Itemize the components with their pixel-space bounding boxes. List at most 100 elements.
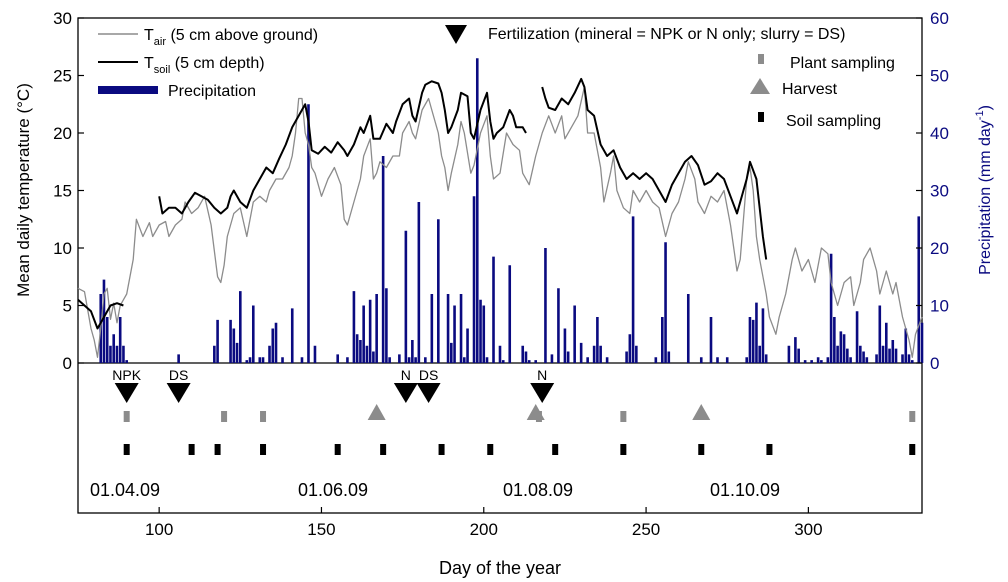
plant-sampling-mark [123,411,130,422]
precip-bar [414,357,417,363]
precip-bar [910,360,914,363]
harvest-triangle [526,404,545,420]
right-tick-label: 40 [930,124,949,143]
fertilization-markers: NPK DS N DS N [112,367,555,403]
precip-bar [758,345,761,363]
precip-bar [716,357,719,363]
precip-bar [573,305,576,363]
precip-bar [846,348,849,363]
precip-bar [475,58,479,363]
precip-bar [362,305,365,363]
fertilization-label: DS [419,367,438,383]
precip-bar [654,357,658,363]
precip-bar [859,345,862,363]
precip-bar [794,337,797,363]
precip-bar [290,308,294,363]
legend-precipitation-swatch [98,86,158,94]
precip-bar [605,357,609,363]
precip-bar [281,357,284,363]
precip-bar [884,322,888,363]
soil-sampling-mark [620,444,627,455]
precip-bar [268,345,271,363]
precip-bar [365,345,369,363]
x-tick-label: 100 [145,520,173,539]
precip-bar [430,294,434,363]
x-tick-label: 150 [307,520,335,539]
precip-bar [424,357,427,363]
right-tick-label: 10 [930,297,949,316]
precip-bar [891,340,895,363]
legend-fertilization-label: Fertilization (mineral = NPK or N only; … [488,26,845,43]
tsoil-line [541,77,768,260]
precip-bar [686,294,690,363]
right-tick-label: 50 [930,67,949,86]
precip-bar [105,317,109,363]
precip-bar [534,360,538,363]
soil-sampling-mark [438,444,445,455]
precip-bar [346,357,349,363]
precip-bar [862,351,865,363]
right-tick-label: 0 [930,354,939,373]
precip-bar [625,351,628,363]
left-tick-label: 15 [53,182,72,201]
tsoil-series [77,77,768,330]
precip-bar [855,311,859,363]
precip-bar [177,354,180,363]
precip-bar [755,302,758,363]
precip-bar [901,354,904,363]
plot-frame [77,17,923,514]
soil-sampling-mark [698,444,705,455]
precip-bar [359,340,362,363]
x-tick-label: 300 [794,520,822,539]
precip-bar [261,357,265,363]
date-label: 01.06.09 [298,480,368,500]
precip-bar [579,342,583,363]
legend-harvest-label: Harvest [782,81,838,98]
precip-bar [881,345,885,363]
legend-tair-label: Tair (5 cm above ground) [144,27,318,48]
legend-soil-sampling-symbol [758,112,764,122]
precip-bar [245,360,249,363]
tsoil-line [158,80,527,215]
precip-bar [248,357,252,363]
fertilization-label: N [401,367,411,383]
left-tick-label: 10 [53,239,72,258]
precip-bar [521,345,525,363]
precip-bar [453,305,456,363]
precip-bar [709,317,713,363]
precip-bar [398,354,401,363]
precip-bar [307,104,310,363]
precip-bar [599,345,602,363]
precip-bar [213,345,216,363]
harvest-markers [367,404,711,420]
right-y-axis-title: Precipitation (mm day-1) [974,105,994,275]
precip-bar [258,357,262,363]
precip-bar [894,348,898,363]
precip-bar [501,360,505,363]
left-tick-label: 0 [63,354,72,373]
precip-bar [751,319,755,363]
precip-bar [667,351,671,363]
plant-sampling-markers [123,411,916,422]
date-label: 01.10.09 [710,480,780,500]
left-tick-label: 30 [53,9,72,28]
precip-bar [904,328,908,363]
precip-bar [102,279,106,363]
precip-bar [336,354,339,363]
precip-bar [239,291,242,363]
precip-bar [803,360,807,363]
date-labels: 01.04.09 01.06.09 01.08.09 01.10.09 [90,480,780,500]
precip-bar [764,354,768,363]
fertilization-triangle [530,383,555,403]
precip-bar [232,328,236,363]
harvest-triangle [367,404,386,420]
precip-bar [274,322,278,363]
precip-bar [216,319,219,363]
precip-bar [631,216,635,363]
precip-bar [300,357,304,363]
precip-bar [849,357,852,363]
precip-bar [725,357,729,363]
precip-bar [833,317,836,363]
precip-bar [388,357,391,363]
precip-bar [118,317,122,363]
